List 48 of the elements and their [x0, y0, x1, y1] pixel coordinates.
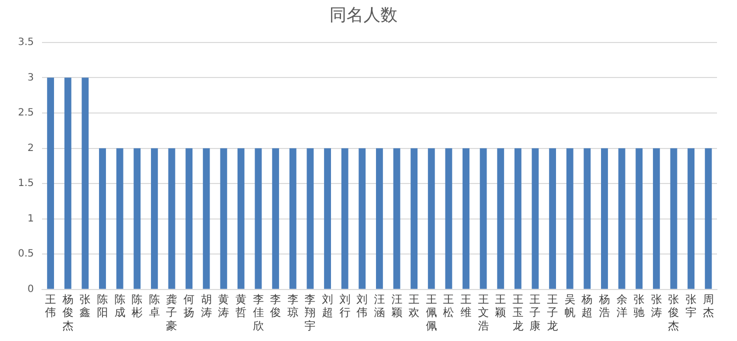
x-tick-label: 刘行 [339, 292, 350, 320]
x-tick-label: 胡涛 [200, 292, 212, 320]
x-tick-label: 王松 [443, 292, 454, 320]
x-tick-label: 李琼 [287, 292, 298, 320]
x-tick-label: 汪涵 [374, 292, 385, 320]
x-tick-label: 李佳欣 [252, 292, 264, 332]
x-tick-label: 陈彬 [132, 292, 143, 320]
x-tick-label: 张宇 [686, 292, 697, 320]
x-tick-label: 张俊杰 [668, 292, 680, 332]
x-tick-label: 陈成 [114, 292, 126, 320]
x-tick-label: 龚子豪 [166, 292, 178, 332]
y-tick-label: 0 [28, 284, 34, 295]
x-tick-label: 张涛 [650, 292, 662, 320]
x-tick-label: 何扬 [184, 292, 195, 320]
x-tick-label: 张驰 [634, 292, 645, 320]
x-tick-label: 陈阳 [96, 292, 108, 320]
x-tick-label: 刘超 [322, 292, 334, 320]
x-tick-label: 黄涛 [218, 292, 230, 320]
x-tick-label: 余洋 [616, 292, 628, 320]
x-tick-label: 汪颖 [391, 292, 402, 320]
x-tick-label: 刘伟 [356, 292, 368, 320]
y-tick-label: 3.5 [18, 36, 34, 48]
x-tick-label: 王玉龙 [512, 292, 524, 332]
x-tick-label: 李俊 [270, 292, 282, 320]
x-tick-label: 王伟 [45, 292, 56, 320]
x-tick-label: 杨超 [580, 292, 593, 320]
x-tick-label: 王子龙 [547, 292, 558, 332]
x-tick-label: 吴帆 [564, 292, 576, 320]
x-tick-label: 王维 [460, 292, 472, 320]
x-tick-label: 杨俊杰 [61, 292, 74, 332]
y-tick-label: 2 [28, 142, 34, 154]
chart-title: 同名人数 [330, 6, 398, 26]
x-tick-label: 王欢 [408, 292, 420, 320]
x-tick-label: 李翔宇 [304, 292, 316, 332]
y-tick-label: 1.5 [18, 178, 34, 190]
x-tick-label: 王文浩 [478, 292, 489, 332]
y-tick-label: 3 [28, 72, 34, 84]
x-tick-label: 王颖 [495, 292, 506, 320]
x-tick-label: 周杰 [702, 292, 714, 320]
y-tick-label: 2.5 [18, 108, 34, 119]
x-tick-label: 王佩佩 [426, 292, 437, 332]
x-tick-label: 张鑫 [80, 292, 91, 320]
y-tick-label: 0.5 [18, 248, 34, 260]
y-tick-label: 1 [28, 213, 34, 224]
x-tick-label: 王子康 [530, 292, 541, 332]
x-tick-label: 杨浩 [598, 292, 610, 320]
x-tick-label: 黄哲 [235, 292, 246, 320]
x-tick-label: 陈卓 [148, 292, 160, 320]
